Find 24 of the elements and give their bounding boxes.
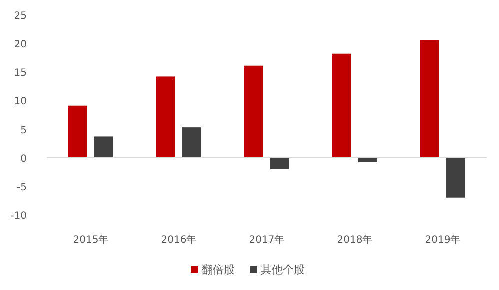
legend-label: 翻倍股: [202, 264, 235, 276]
x-tick-label: 2017年: [249, 234, 285, 246]
bar: [182, 128, 202, 158]
y-tick-label: 0: [20, 154, 27, 165]
legend-label: 其他个股: [261, 264, 305, 276]
x-tick-label: 2018年: [337, 234, 373, 246]
bar: [68, 106, 88, 158]
y-tick-label: 15: [14, 68, 27, 80]
bar: [420, 40, 440, 158]
bar: [446, 158, 466, 198]
y-tick-label: 25: [14, 11, 27, 22]
y-tick-label: -5: [17, 182, 27, 194]
bar: [94, 136, 114, 158]
y-tick-label: -10: [10, 211, 27, 222]
y-tick-label: 10: [14, 96, 27, 108]
x-tick-label: 2019年: [425, 234, 461, 246]
y-tick-label: 5: [20, 125, 27, 136]
bar: [156, 76, 176, 158]
bar: [270, 158, 290, 170]
bar: [244, 66, 264, 158]
y-tick-label: 20: [14, 40, 27, 51]
bar: [332, 54, 352, 158]
x-tick-label: 2016年: [161, 234, 197, 246]
x-tick-label: 2015年: [73, 234, 109, 246]
